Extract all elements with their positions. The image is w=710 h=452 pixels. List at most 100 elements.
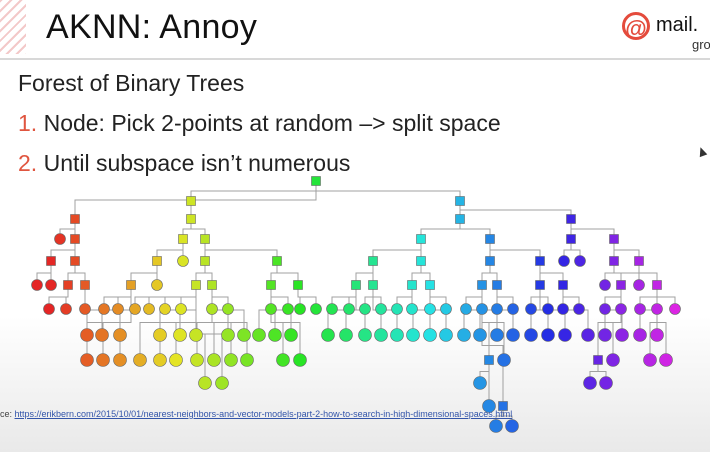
tree-leaf bbox=[558, 255, 570, 267]
tree-node bbox=[609, 234, 619, 244]
bullet-line-3: 2. Until subspace isn’t numerous bbox=[18, 150, 351, 176]
tree-leaf bbox=[159, 303, 171, 315]
tree-leaf bbox=[473, 328, 487, 342]
tree-leaf bbox=[282, 303, 294, 315]
tree-leaf bbox=[151, 279, 163, 291]
tree-leaf bbox=[391, 303, 403, 315]
tree-node bbox=[46, 256, 56, 266]
tree-edge bbox=[496, 285, 514, 335]
tree-edge bbox=[459, 219, 491, 239]
tree-node bbox=[566, 214, 576, 224]
tree-leaf bbox=[606, 353, 620, 367]
tree-edge bbox=[420, 261, 431, 285]
tree-node bbox=[593, 355, 603, 365]
tree-node bbox=[652, 280, 662, 290]
source-link[interactable]: https://erikbern.com/2015/10/01/nearest-… bbox=[14, 409, 513, 419]
tree-edge bbox=[190, 219, 206, 239]
tree-leaf bbox=[615, 328, 629, 342]
tree-edge bbox=[638, 261, 658, 285]
tree-leaf bbox=[583, 376, 597, 390]
tree-edge bbox=[613, 261, 640, 285]
tree-node bbox=[368, 256, 378, 266]
tree-leaf bbox=[473, 376, 487, 390]
tree-leaf bbox=[440, 303, 452, 315]
tree-leaf bbox=[177, 255, 189, 267]
tree-node bbox=[272, 256, 282, 266]
tree-leaf bbox=[133, 353, 147, 367]
tree-leaf bbox=[96, 353, 110, 367]
tree-leaf bbox=[599, 303, 611, 315]
tree-leaf bbox=[659, 353, 673, 367]
tree-leaf bbox=[224, 353, 238, 367]
tree-node bbox=[566, 234, 576, 244]
tree-edge bbox=[481, 285, 505, 360]
tree-edge bbox=[649, 285, 658, 360]
tree-node bbox=[311, 176, 321, 186]
tree-node bbox=[186, 196, 196, 206]
tree-edge bbox=[175, 285, 197, 360]
tree-edge bbox=[276, 261, 299, 285]
tree-node bbox=[351, 280, 361, 290]
tree-leaf bbox=[222, 303, 234, 315]
tree-node bbox=[191, 280, 201, 290]
tree-edge bbox=[270, 285, 301, 360]
tree-node bbox=[70, 256, 80, 266]
tree-node bbox=[609, 256, 619, 266]
tree-edge bbox=[190, 181, 317, 201]
tree-leaf bbox=[190, 353, 204, 367]
tree-edge bbox=[539, 261, 564, 285]
tree-leaf bbox=[173, 328, 187, 342]
tree-leaf bbox=[375, 303, 387, 315]
tree-leaf bbox=[525, 303, 537, 315]
tree-leaf bbox=[598, 328, 612, 342]
tree-leaf bbox=[358, 328, 372, 342]
tree-node bbox=[455, 196, 465, 206]
tree-node bbox=[498, 401, 508, 411]
tree-leaf bbox=[669, 303, 681, 315]
tree-leaf bbox=[643, 353, 657, 367]
tree-leaf bbox=[581, 328, 595, 342]
tree-leaf bbox=[359, 303, 371, 315]
tree-edge bbox=[570, 219, 615, 239]
tree-leaf bbox=[129, 303, 141, 315]
tree-leaf bbox=[113, 328, 127, 342]
tree-node bbox=[126, 280, 136, 290]
tree-leaf bbox=[284, 328, 298, 342]
tree-node bbox=[558, 280, 568, 290]
tree-leaf bbox=[406, 328, 420, 342]
tree-edge bbox=[195, 285, 223, 383]
tree-leaf bbox=[506, 328, 520, 342]
tree-leaf bbox=[390, 328, 404, 342]
tree-edge bbox=[429, 285, 447, 309]
tree-leaf bbox=[310, 303, 322, 315]
tree-leaf bbox=[374, 328, 388, 342]
tree-edge bbox=[612, 285, 622, 360]
tree-leaf bbox=[95, 328, 109, 342]
tree-node bbox=[293, 280, 303, 290]
tree-node bbox=[266, 280, 276, 290]
tree-leaf bbox=[573, 303, 585, 315]
title-divider bbox=[0, 58, 710, 60]
tree-leaf bbox=[112, 303, 124, 315]
tree-edge bbox=[656, 285, 667, 360]
tree-edge bbox=[211, 285, 248, 360]
bullet-number: 2. bbox=[18, 150, 38, 176]
tree-edge bbox=[315, 181, 461, 201]
tree-leaf bbox=[153, 353, 167, 367]
tree-leaf bbox=[207, 353, 221, 367]
tree-leaf bbox=[339, 328, 353, 342]
tree-node bbox=[70, 214, 80, 224]
tree-leaf bbox=[45, 279, 57, 291]
tree-leaf bbox=[558, 328, 572, 342]
tree-leaf bbox=[98, 303, 110, 315]
tree-leaf bbox=[615, 303, 627, 315]
logo-brand: mail. bbox=[656, 14, 699, 36]
tree-node bbox=[425, 280, 435, 290]
tree-edge bbox=[297, 285, 317, 309]
tree-leaf bbox=[276, 353, 290, 367]
tree-edge bbox=[613, 239, 640, 261]
tree-leaf bbox=[541, 328, 555, 342]
tree-edge bbox=[119, 285, 132, 360]
tree-node bbox=[477, 280, 487, 290]
